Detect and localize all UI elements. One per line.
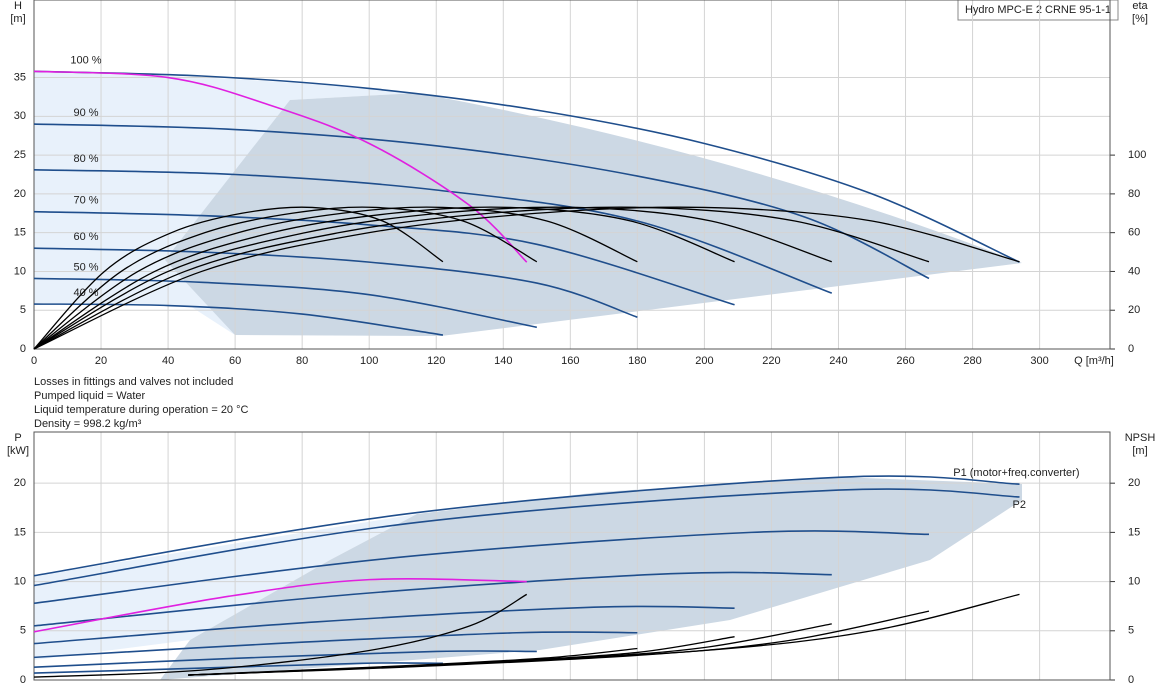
curve (33, 650, 537, 669)
y2-tick-label: 0 (1128, 343, 1134, 355)
y-tick-label: 30 (14, 110, 26, 122)
x-tick-label: 300 (1030, 355, 1048, 367)
y-tick-label: 5 (20, 304, 26, 316)
y2-tick-label: 0 (1128, 674, 1134, 686)
curve (33, 206, 735, 350)
curve (33, 475, 1020, 577)
y2-axis-label: [m] (1132, 445, 1147, 457)
x-tick-label: 20 (95, 355, 107, 367)
y-tick-label: 5 (20, 625, 26, 637)
curve (33, 571, 832, 627)
y2-tick-label: 100 (1128, 149, 1146, 161)
y2-tick-label: 15 (1128, 526, 1140, 538)
y2-tick-label: 20 (1128, 477, 1140, 489)
y-tick-label: 20 (14, 477, 26, 489)
power-area (160, 477, 1022, 680)
y2-axis-label: eta (1132, 0, 1148, 12)
curve (33, 206, 538, 350)
curve-label: 80 % (73, 153, 98, 165)
curve (33, 247, 638, 318)
x-axis-label: Q [m³/h] (1074, 355, 1114, 367)
curve-label: 90 % (73, 107, 98, 119)
x-tick-label: 100 (360, 355, 378, 367)
y-tick-label: 15 (14, 227, 26, 239)
note: Losses in fittings and valves not includ… (34, 376, 233, 388)
plot-frame (33, 431, 1111, 681)
y-tick-label: 10 (14, 265, 26, 277)
chart-title: Hydro MPC-E 2 CRNE 95-1-1 (965, 4, 1111, 16)
y2-tick-label: 10 (1128, 575, 1140, 587)
curve-label: 70 % (73, 195, 98, 207)
curve (33, 206, 444, 350)
y-axis-label: [kW] (7, 445, 29, 457)
curve (188, 647, 638, 676)
power-area-light (34, 514, 417, 660)
curve (33, 303, 444, 336)
x-tick-label: 160 (561, 355, 579, 367)
y-tick-label: 10 (14, 575, 26, 587)
x-tick-label: 80 (296, 355, 308, 367)
y-tick-label: 0 (20, 343, 26, 355)
x-tick-label: 260 (896, 355, 914, 367)
y2-tick-label: 60 (1128, 227, 1140, 239)
x-tick-label: 120 (427, 355, 445, 367)
curve (33, 70, 1020, 263)
y-axis-label: H (14, 0, 22, 12)
note: Liquid temperature during operation = 20… (34, 404, 249, 416)
curve (33, 605, 735, 645)
curve (33, 488, 1020, 587)
curve (33, 210, 735, 306)
y2-tick-label: 80 (1128, 188, 1140, 200)
y2-tick-label: 20 (1128, 304, 1140, 316)
title-box (957, 0, 1119, 21)
curve (33, 631, 638, 659)
x-tick-label: 280 (963, 355, 981, 367)
curve (33, 206, 638, 350)
y-tick-label: 25 (14, 149, 26, 161)
curve (33, 206, 930, 350)
x-tick-label: 0 (31, 355, 37, 367)
curve (33, 530, 929, 605)
curve-label: 60 % (73, 231, 98, 243)
curve-label: 50 % (73, 261, 98, 273)
y2-axis-label: [%] (1132, 13, 1148, 25)
note: Pumped liquid = Water (34, 390, 146, 402)
curve (33, 593, 528, 678)
curve (33, 206, 1020, 350)
y-tick-label: 0 (20, 674, 26, 686)
x-tick-label: 40 (162, 355, 174, 367)
x-tick-label: 180 (628, 355, 646, 367)
y2-tick-label: 5 (1128, 625, 1134, 637)
curve (33, 70, 528, 263)
y-tick-label: 20 (14, 188, 26, 200)
curve-label: P1 (motor+freq.converter) (953, 467, 1079, 479)
curve (33, 662, 443, 674)
y2-axis-label: NPSH (1125, 432, 1156, 444)
curve-label: 100 % (70, 54, 101, 66)
y-axis-label: [m] (10, 13, 25, 25)
note: Density = 998.2 kg/m³ (34, 418, 142, 430)
y-tick-label: 15 (14, 526, 26, 538)
curve (33, 169, 833, 294)
y2-tick-label: 40 (1128, 265, 1140, 277)
curve-label: P2 (1012, 499, 1025, 511)
curve (33, 578, 527, 633)
x-tick-label: 60 (229, 355, 241, 367)
y-tick-label: 35 (14, 71, 26, 83)
curve (33, 206, 832, 350)
curve (33, 123, 930, 280)
x-tick-label: 200 (695, 355, 713, 367)
y-axis-label: P (14, 432, 21, 444)
x-tick-label: 240 (829, 355, 847, 367)
plot-frame (33, 0, 1111, 350)
x-tick-label: 220 (762, 355, 780, 367)
x-tick-label: 140 (494, 355, 512, 367)
